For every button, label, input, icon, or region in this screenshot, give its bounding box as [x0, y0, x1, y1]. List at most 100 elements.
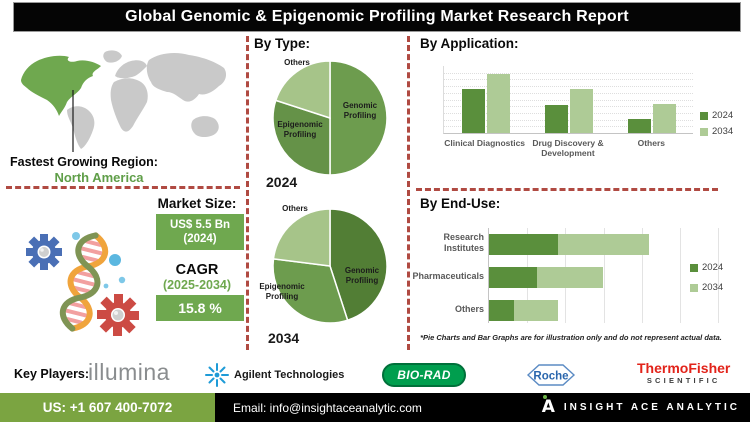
biorad-logo: BIO-RAD	[382, 363, 466, 387]
pie2024-genomic-label: Genomic Profiling	[342, 101, 378, 120]
gridline	[444, 99, 693, 101]
segment-2024	[489, 234, 558, 255]
bar-2034	[569, 89, 593, 133]
bar-2034	[652, 103, 676, 133]
left-divider-dashed	[6, 186, 240, 189]
pie-slice-epigenomic-profiling	[272, 258, 349, 324]
bar-group	[544, 66, 593, 133]
bar-2024	[544, 104, 568, 133]
map-australia	[191, 116, 219, 137]
legend-swatch-2034	[700, 127, 708, 136]
segment-2034	[557, 234, 650, 255]
gridline	[444, 72, 693, 74]
map-asia	[146, 52, 227, 102]
pie-slice-others	[274, 60, 331, 120]
segment-2034	[537, 267, 604, 288]
enduse-category-1: Research Institutes	[443, 232, 484, 253]
gridline	[603, 228, 605, 323]
logo-green-dot	[542, 395, 547, 399]
legend-item-2034: 2034	[690, 282, 723, 293]
pie-chart-2034	[272, 208, 388, 324]
gridline	[718, 228, 719, 323]
gear-red-icon	[97, 294, 139, 336]
gridline	[444, 106, 693, 108]
stacked-bar-row	[489, 267, 718, 288]
map-africa	[110, 78, 148, 132]
cagr-period: (2025-2034)	[162, 278, 232, 292]
segment-2024	[489, 267, 538, 288]
pie2034-genomic-label: Genomic Profiling	[344, 266, 380, 285]
legend-swatch-2024	[690, 263, 698, 272]
pie-slice-genomic-profiling	[329, 60, 388, 176]
map-south-america	[67, 106, 95, 149]
legend-label-2024: 2024	[712, 110, 734, 121]
bar-2024	[627, 118, 651, 133]
enduse-category-2: Pharmaceuticals	[412, 271, 484, 281]
page-title: Global Genomic & Epigenomic Profiling Ma…	[13, 2, 741, 32]
pie2024-epigenomic-label: Epigenomic Profiling	[277, 120, 323, 139]
legend-label-2034: 2034	[712, 126, 734, 137]
enduse-legend: 2024 2034	[690, 262, 723, 293]
gridline	[444, 112, 693, 114]
pie2034-others-label: Others	[282, 204, 308, 213]
gridline	[641, 228, 643, 323]
pie2034-epigenomic-label: Epigenomic Profiling	[259, 282, 305, 301]
legend-item-2024: 2024	[690, 262, 723, 273]
bubbles-icon	[72, 232, 126, 289]
legend-item-2034: 2034	[700, 126, 733, 137]
by-end-use-heading: By End-Use:	[420, 196, 501, 211]
dna-gears-illustration	[26, 232, 139, 336]
footer-bar: Email: info@insightaceanalytic.com A INS…	[215, 393, 750, 422]
key-players-label: Key Players:	[14, 367, 90, 381]
roche-logo-text: Roche	[533, 371, 568, 383]
insight-ace-brand-text: INSIGHT ACE ANALYTIC	[563, 402, 740, 413]
gridline	[444, 79, 693, 81]
application-legend: 2024 2034	[700, 110, 733, 137]
fastest-growing-region-label: Fastest Growing Region:	[10, 155, 158, 169]
pie2034-year-label: 2034	[268, 330, 300, 346]
right-divider-dashed	[416, 188, 718, 191]
dna-helix-icon	[59, 232, 109, 332]
agilent-starburst-icon	[205, 363, 229, 387]
by-type-heading: By Type:	[254, 36, 311, 51]
legend-swatch-2034	[690, 283, 698, 292]
by-application-heading: By Application:	[420, 36, 519, 51]
illumina-logo: illumina	[88, 359, 170, 385]
application-category-labels: Clinical Diagnostics Drug Discovery & De…	[443, 138, 693, 158]
enduse-bars	[489, 228, 718, 333]
application-bars	[444, 66, 693, 133]
application-category-1: Clinical Diagnostics	[444, 138, 526, 148]
application-category-3: Others	[637, 138, 666, 148]
legend-label-2034: 2034	[702, 282, 724, 293]
thermofisher-scientific: SCIENTIFIC	[646, 376, 721, 385]
thermofisher-logo: ThermoFisher SCIENTIFIC	[637, 361, 730, 385]
thermofisher-wordmark: ThermoFisher	[637, 360, 731, 376]
cagr-label: CAGR	[175, 262, 219, 278]
pie-slice-genomic-profiling	[329, 208, 388, 322]
pie-chart-2024	[272, 60, 388, 176]
pie2024-year-label: 2024	[266, 174, 298, 190]
pie2024-others-label: Others	[284, 58, 310, 67]
gridline	[444, 86, 693, 88]
market-size-badge: US$ 5.5 Bn (2024)	[156, 214, 244, 250]
enduse-category-3: Others	[454, 304, 484, 314]
gridline	[444, 92, 693, 94]
market-size-year: (2024)	[183, 233, 217, 245]
insight-ace-logo-icon: A	[541, 395, 555, 417]
world-map	[21, 50, 227, 152]
stacked-bar-row	[489, 234, 718, 255]
market-size-label: Market Size:	[157, 196, 237, 211]
agilent-logo: Agilent Technologies	[234, 369, 345, 381]
gridline	[444, 119, 693, 121]
segment-2034	[514, 300, 558, 321]
divider-right-dashed	[407, 36, 410, 350]
stacked-bar-row	[489, 300, 718, 321]
enduse-stacked-bar-chart	[488, 228, 719, 323]
legend-item-2024: 2024	[700, 110, 733, 121]
gear-blue-icon	[26, 234, 62, 270]
pie-slice-others	[272, 208, 331, 267]
legend-swatch-2024	[700, 111, 708, 120]
disclaimer-footnote: *Pie Charts and Bar Graphs are for illus…	[420, 333, 722, 342]
pie-slice-epigenomic-profiling	[272, 99, 331, 176]
